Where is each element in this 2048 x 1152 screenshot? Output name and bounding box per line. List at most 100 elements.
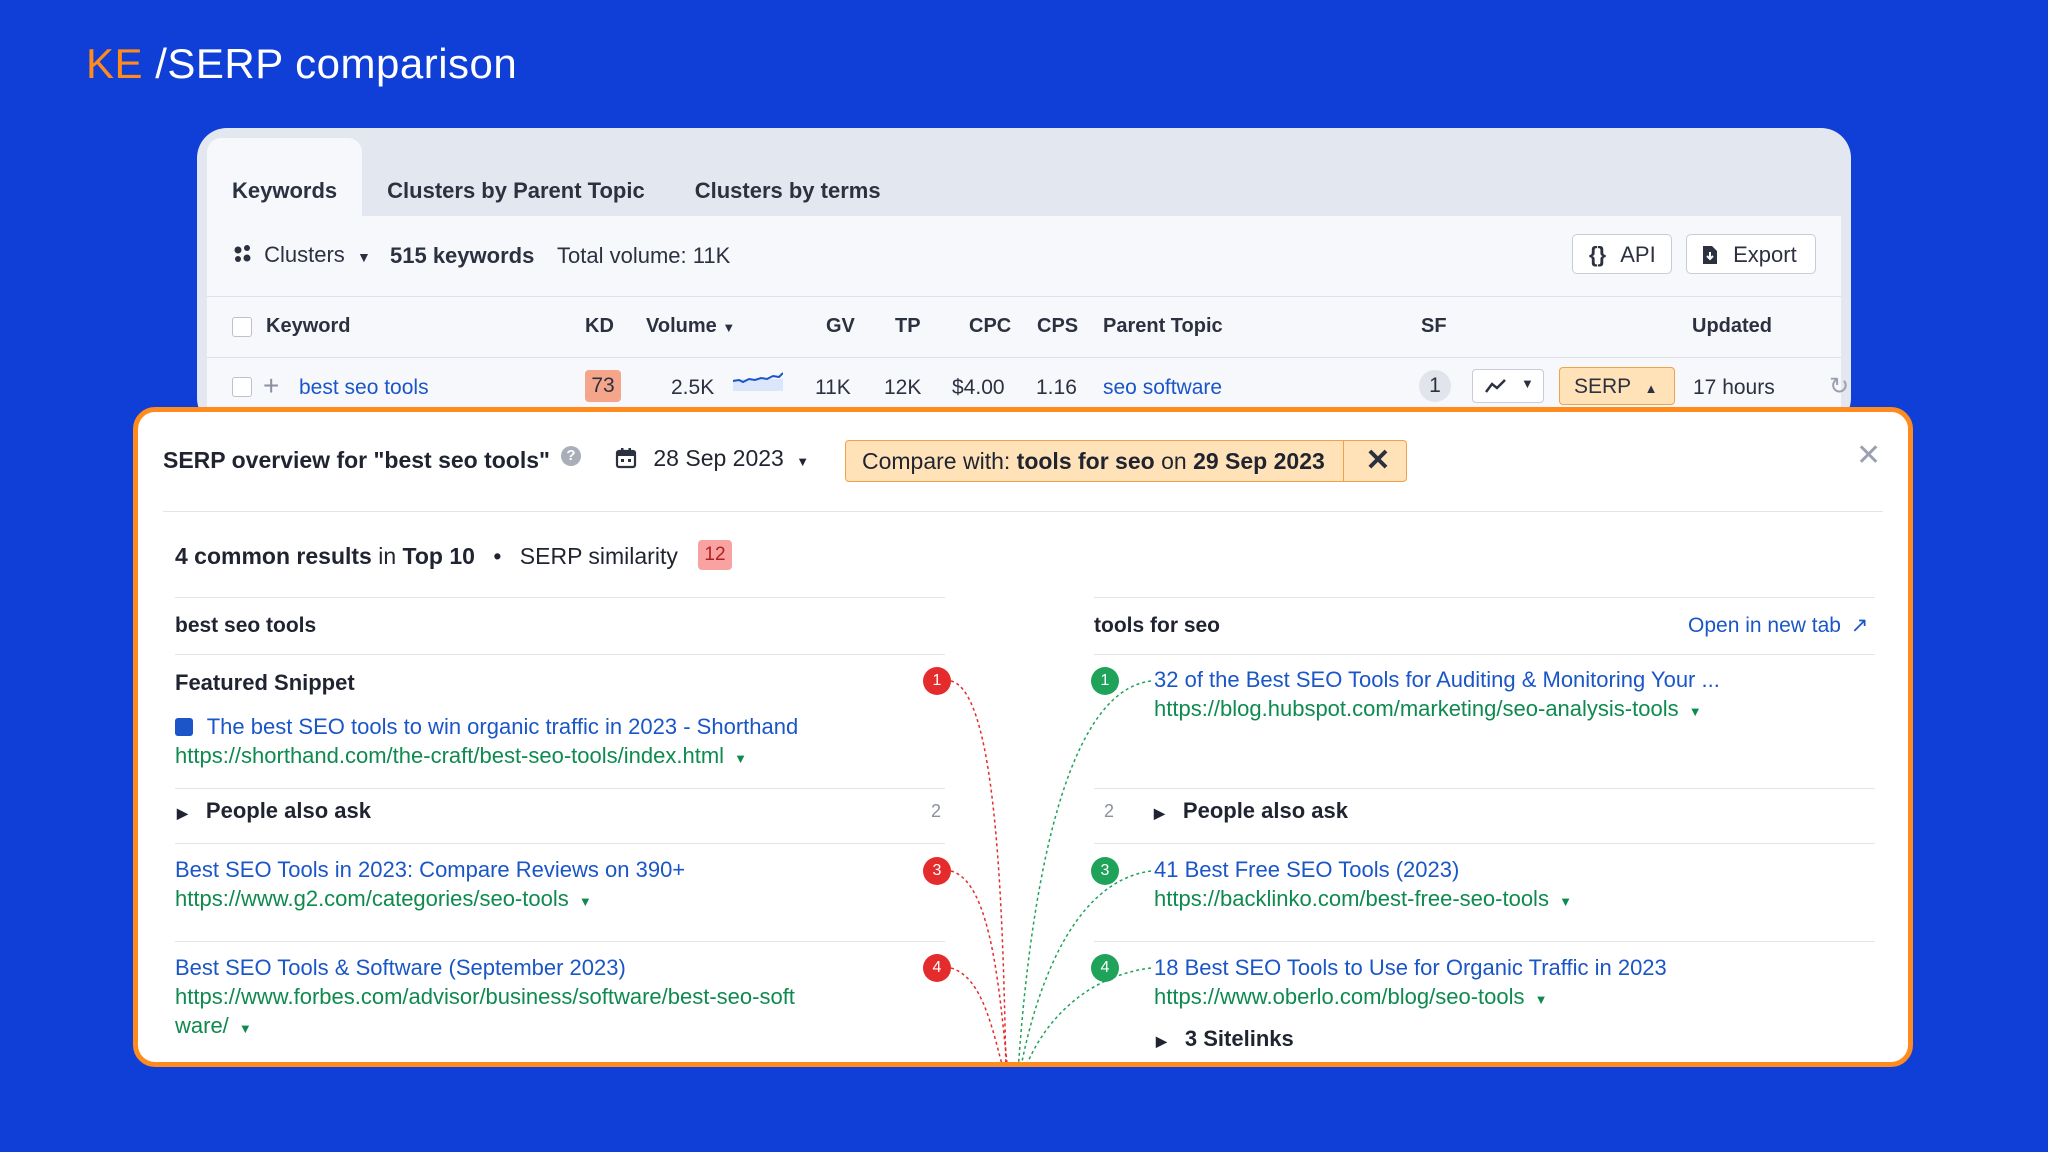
- column-kd[interactable]: KD: [585, 315, 614, 337]
- clusters-dropdown[interactable]: Clusters ▼: [232, 242, 371, 268]
- row-cps: 1.16: [1036, 376, 1077, 399]
- column-sf[interactable]: SF: [1421, 315, 1447, 337]
- compare-keyword: tools for seo: [1016, 448, 1155, 474]
- left-paa-label: People also ask: [205, 798, 371, 823]
- row-checkbox[interactable]: [232, 377, 252, 397]
- connector-green-3: [1021, 870, 1152, 1062]
- chevron-down-icon: ▼: [1688, 704, 1702, 719]
- left-result-url-cont[interactable]: ware/ ▼: [175, 1013, 252, 1039]
- common-results-count: 4 common results: [175, 543, 372, 569]
- external-link-icon: ↗: [1850, 614, 1869, 637]
- export-button[interactable]: Export: [1686, 234, 1816, 274]
- chevron-up-icon: ▲: [1644, 381, 1658, 396]
- column-updated[interactable]: Updated: [1692, 315, 1772, 337]
- select-all-checkbox[interactable]: [232, 317, 252, 337]
- featured-snippet-url-text: https://shorthand.com/the-craft/best-seo…: [175, 743, 725, 768]
- sitelinks-toggle[interactable]: ▶ 3 Sitelinks: [1156, 1026, 1294, 1052]
- connector-green-4: [1027, 967, 1152, 1062]
- right-people-also-ask[interactable]: ▶ People also ask: [1154, 798, 1348, 824]
- api-button[interactable]: {} API: [1572, 234, 1672, 274]
- column-cpc[interactable]: CPC: [969, 315, 1012, 337]
- column-cps[interactable]: CPS: [1037, 315, 1079, 337]
- serp-toggle-label: SERP: [1574, 375, 1631, 398]
- keywords-toolbar: Clusters ▼ 515 keywords Total volume: 11…: [207, 216, 1841, 296]
- header-divider: [163, 511, 1883, 512]
- row-parent-topic-link[interactable]: seo software: [1103, 376, 1223, 399]
- right-position-badge-3: 3: [1091, 857, 1119, 885]
- total-volume: Total volume: 11K: [557, 243, 731, 268]
- featured-snippet-label: Featured Snippet: [175, 670, 355, 695]
- page-title: KE /SERP comparison: [86, 40, 517, 88]
- row-gv: 11K: [815, 376, 851, 399]
- summary-in: in: [378, 543, 397, 569]
- right-result-url[interactable]: https://blog.hubspot.com/marketing/seo-a…: [1154, 696, 1702, 722]
- featured-snippet-url[interactable]: https://shorthand.com/the-craft/best-seo…: [175, 743, 747, 769]
- right-result-url[interactable]: https://backlinko.com/best-free-seo-tool…: [1154, 886, 1572, 912]
- chevron-down-icon: ▼: [1521, 376, 1534, 391]
- right-position-badge-4: 4: [1091, 954, 1119, 982]
- page-title-text: /SERP comparison: [155, 40, 518, 87]
- volume-trend-sparkline: [733, 372, 783, 391]
- column-parent-topic[interactable]: Parent Topic: [1103, 315, 1223, 337]
- tab-clusters-terms[interactable]: Clusters by terms: [694, 178, 881, 203]
- right-paa-label: People also ask: [1182, 798, 1348, 823]
- left-top-divider: [175, 597, 945, 598]
- sitelinks-label: 3 Sitelinks: [1184, 1026, 1294, 1051]
- row-cpc: $4.00: [952, 376, 1005, 399]
- left-result-url-cont-text: ware/: [175, 1013, 229, 1038]
- right-result-title[interactable]: 41 Best Free SEO Tools (2023): [1154, 857, 1460, 882]
- featured-snippet-result[interactable]: The best SEO tools to win organic traffi…: [175, 714, 798, 740]
- braces-icon: {}: [1589, 242, 1607, 267]
- serp-overview-title: SERP overview for "best seo tools": [163, 447, 550, 473]
- trend-icon: [1485, 379, 1506, 393]
- right-result-title[interactable]: 32 of the Best SEO Tools for Auditing & …: [1154, 667, 1720, 692]
- column-gv[interactable]: GV: [826, 315, 855, 337]
- chevron-down-icon: ▼: [356, 249, 371, 265]
- caret-right-icon: ▶: [1154, 805, 1165, 821]
- column-volume[interactable]: Volume ▼: [646, 315, 735, 338]
- refresh-icon[interactable]: ↻: [1829, 373, 1850, 400]
- right-divider: [1094, 788, 1875, 789]
- caret-right-icon: ▶: [177, 805, 188, 821]
- left-result-title[interactable]: Best SEO Tools & Software (September 202…: [175, 955, 626, 980]
- caret-right-icon: ▶: [1156, 1033, 1167, 1049]
- row-keyword-link[interactable]: best seo tools: [299, 376, 429, 399]
- left-position-badge-1: 1: [923, 667, 951, 695]
- right-divider: [1094, 654, 1875, 655]
- right-result-title[interactable]: 18 Best SEO Tools to Use for Organic Tra…: [1154, 955, 1667, 980]
- bullet-separator: •: [493, 543, 502, 569]
- chart-dropdown-button[interactable]: ▼: [1472, 369, 1544, 403]
- left-divider: [175, 654, 945, 655]
- right-result-url[interactable]: https://www.oberlo.com/blog/seo-tools ▼: [1154, 984, 1548, 1010]
- connector-red-4: [950, 967, 1003, 1062]
- column-tp[interactable]: TP: [895, 315, 921, 337]
- left-people-also-ask[interactable]: ▶ People also ask: [177, 798, 371, 824]
- left-result-url[interactable]: https://www.forbes.com/advisor/business/…: [175, 984, 795, 1009]
- add-keyword-icon[interactable]: +: [263, 370, 280, 401]
- help-icon[interactable]: ?: [561, 446, 581, 466]
- tab-clusters-parent-topic[interactable]: Clusters by Parent Topic: [387, 178, 645, 203]
- connector-lines: [950, 680, 1152, 1062]
- summary-top: Top 10: [402, 543, 475, 569]
- common-results-summary: 4 common results in Top 10 • SERP simila…: [175, 543, 678, 570]
- tab-keywords[interactable]: Keywords: [207, 138, 363, 243]
- left-result-url[interactable]: https://www.g2.com/categories/seo-tools …: [175, 886, 592, 912]
- image-icon: [175, 718, 193, 736]
- close-card-icon[interactable]: ✕: [1856, 439, 1882, 472]
- remove-compare-close-icon[interactable]: ✕: [1365, 444, 1391, 477]
- compare-with-chip: Compare with: tools for seo on 29 Sep 20…: [845, 440, 1407, 482]
- chevron-down-icon: ▼: [238, 1021, 252, 1036]
- left-result-title[interactable]: Best SEO Tools in 2023: Compare Reviews …: [175, 857, 686, 882]
- serp-toggle-button[interactable]: SERP ▲: [1559, 367, 1675, 405]
- sf-count-badge[interactable]: 1: [1419, 370, 1451, 402]
- right-top-divider: [1094, 597, 1875, 598]
- keywords-count: 515 keywords: [390, 243, 535, 268]
- chip-divider: [1343, 441, 1344, 481]
- column-keyword[interactable]: Keyword: [266, 315, 351, 337]
- open-new-tab-link[interactable]: Open in new tab ↗: [1688, 613, 1868, 638]
- row-volume: 2.5K: [671, 376, 715, 399]
- date-picker[interactable]: 28 Sep 2023 ▼: [615, 445, 809, 472]
- similarity-label: SERP similarity: [519, 543, 678, 569]
- keywords-panel-body: Clusters ▼ 515 keywords Total volume: 11…: [207, 216, 1849, 428]
- featured-snippet-title: The best SEO tools to win organic traffi…: [206, 714, 799, 739]
